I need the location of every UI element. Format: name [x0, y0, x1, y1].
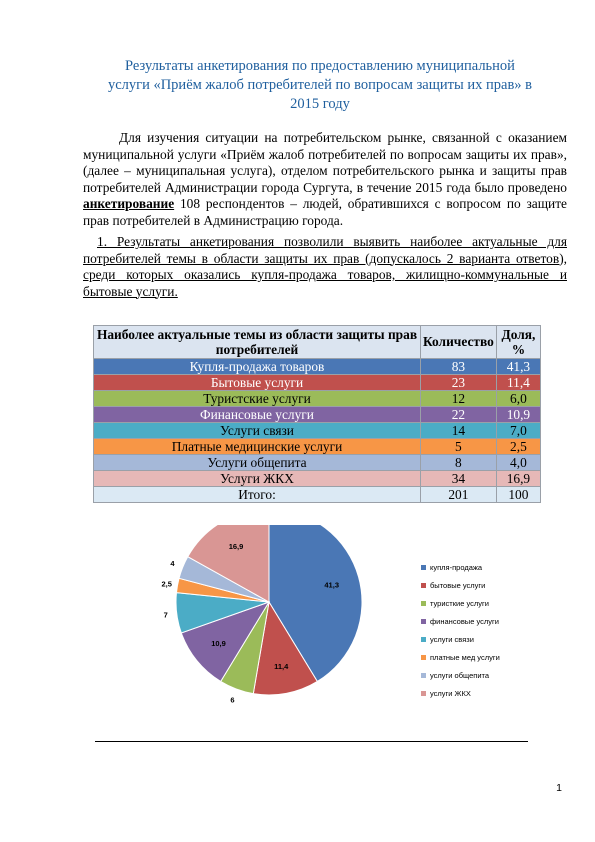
table-row: Бытовые услуги 23 11,4	[93, 374, 542, 391]
row-share-cell: 4,0	[495, 454, 542, 471]
table-row: Купля-продажа товаров 83 41,3	[93, 358, 542, 375]
pie-data-label: 2,5	[161, 580, 171, 589]
table-row: Финансовые услуги 22 10,9	[93, 406, 542, 423]
legend-swatch	[421, 565, 426, 570]
row-count-cell: 5	[420, 438, 497, 455]
row-share-cell: 16,9	[495, 470, 542, 487]
header-share: Доля, %	[495, 325, 542, 359]
legend-label: услуги общепита	[430, 671, 490, 680]
intro-text-start: Для изучения ситуации на потребительском…	[83, 130, 567, 195]
row-count-cell: 12	[420, 390, 497, 407]
pie-slice	[268, 525, 363, 683]
pie-data-label: 7	[164, 610, 168, 619]
legend-swatch	[421, 619, 426, 624]
row-theme-cell: Купля-продажа товаров	[93, 358, 421, 375]
table-row: Платные медицинские услуги 5 2,5	[93, 438, 542, 455]
row-theme-cell: Туристские услуги	[93, 390, 421, 407]
legend-swatch	[421, 673, 426, 678]
row-count-cell: 14	[420, 422, 497, 439]
legend-label: финансовые услуги	[430, 617, 499, 626]
row-count-cell: 23	[420, 374, 497, 391]
pie-data-label: 4	[170, 559, 175, 568]
header-theme: Наиболее актуальные темы из области защи…	[93, 325, 421, 359]
table-row: Услуги ЖКХ 34 16,9	[93, 470, 542, 487]
finding-paragraph: 1. Результаты анкетирования позволили вы…	[83, 234, 567, 299]
legend-label: бытовые услуги	[430, 581, 485, 590]
page-number: 1	[556, 782, 562, 794]
row-count-cell: 8	[420, 454, 497, 471]
table-row: Туристские услуги 12 6,0	[93, 390, 542, 407]
table-row: Услуги связи 14 7,0	[93, 422, 542, 439]
results-table: Наиболее актуальные темы из области защи…	[93, 325, 542, 503]
row-share-cell: 41,3	[495, 358, 542, 375]
pie-data-label: 6	[230, 695, 234, 704]
footnote-separator	[95, 741, 528, 742]
table-header-row: Наиболее актуальные темы из области защи…	[93, 325, 542, 359]
total-count-cell: 201	[420, 486, 497, 503]
table-body: Купля-продажа товаров 83 41,3 Бытовые услуг…	[93, 358, 542, 503]
row-theme-cell: Услуги ЖКХ	[93, 470, 421, 487]
legend-swatch	[421, 691, 426, 696]
row-share-cell: 11,4	[495, 374, 542, 391]
pie-data-label: 11,4	[274, 662, 289, 671]
legend-label: туристкие услуги	[430, 599, 489, 608]
row-theme-cell: Услуги общепита	[93, 454, 421, 471]
table-row: Услуги общепита 8 4,0	[93, 454, 542, 471]
legend-label: купля-продажа	[430, 563, 483, 572]
legend-label: платные мед услуги	[430, 653, 500, 662]
total-share-cell: 100	[495, 486, 542, 503]
legend-label: услуги ЖКХ	[430, 689, 471, 698]
legend-label: услуги связи	[430, 635, 474, 644]
intro-paragraph: Для изучения ситуации на потребительском…	[83, 130, 567, 229]
intro-text-end: 108 респондентов – людей, обратившихся с…	[83, 196, 567, 228]
table-total-row: Итого: 201 100	[93, 486, 542, 503]
row-share-cell: 6,0	[495, 390, 542, 407]
total-label-cell: Итого:	[93, 486, 421, 503]
pie-slice	[252, 600, 319, 696]
row-count-cell: 22	[420, 406, 497, 423]
row-count-cell: 34	[420, 470, 497, 487]
row-theme-cell: Платные медицинские услуги	[93, 438, 421, 455]
document-title: Результаты анкетирования по предоставлен…	[70, 57, 570, 114]
row-theme-cell: Финансовые услуги	[93, 406, 421, 423]
row-share-cell: 10,9	[495, 406, 542, 423]
legend-swatch	[421, 583, 426, 588]
title-line: Результаты анкетирования по предоставлен…	[125, 58, 515, 74]
row-share-cell: 7,0	[495, 422, 542, 439]
row-share-cell: 2,5	[495, 438, 542, 455]
pie-data-label: 41,3	[324, 580, 339, 589]
pie-slice	[187, 525, 270, 603]
pie-chart: 41,3 11,4 6 10,9 7 2,5 4 16,9 купля-продажа бытов…	[161, 525, 500, 704]
pie-data-label: 10,9	[211, 639, 226, 648]
pie-data-label: 16,9	[229, 542, 244, 551]
legend-swatch	[421, 601, 426, 606]
header-count: Количество	[420, 325, 497, 359]
legend-swatch	[421, 637, 426, 642]
row-count-cell: 83	[420, 358, 497, 375]
row-theme-cell: Бытовые услуги	[93, 374, 421, 391]
title-line: услуги «Приём жалоб потребителей по вопр…	[107, 77, 533, 93]
intro-bold-term: анкетирование	[83, 196, 175, 211]
legend-swatch	[421, 655, 426, 660]
row-theme-cell: Услуги связи	[93, 422, 421, 439]
title-line: 2015 году	[290, 96, 350, 112]
